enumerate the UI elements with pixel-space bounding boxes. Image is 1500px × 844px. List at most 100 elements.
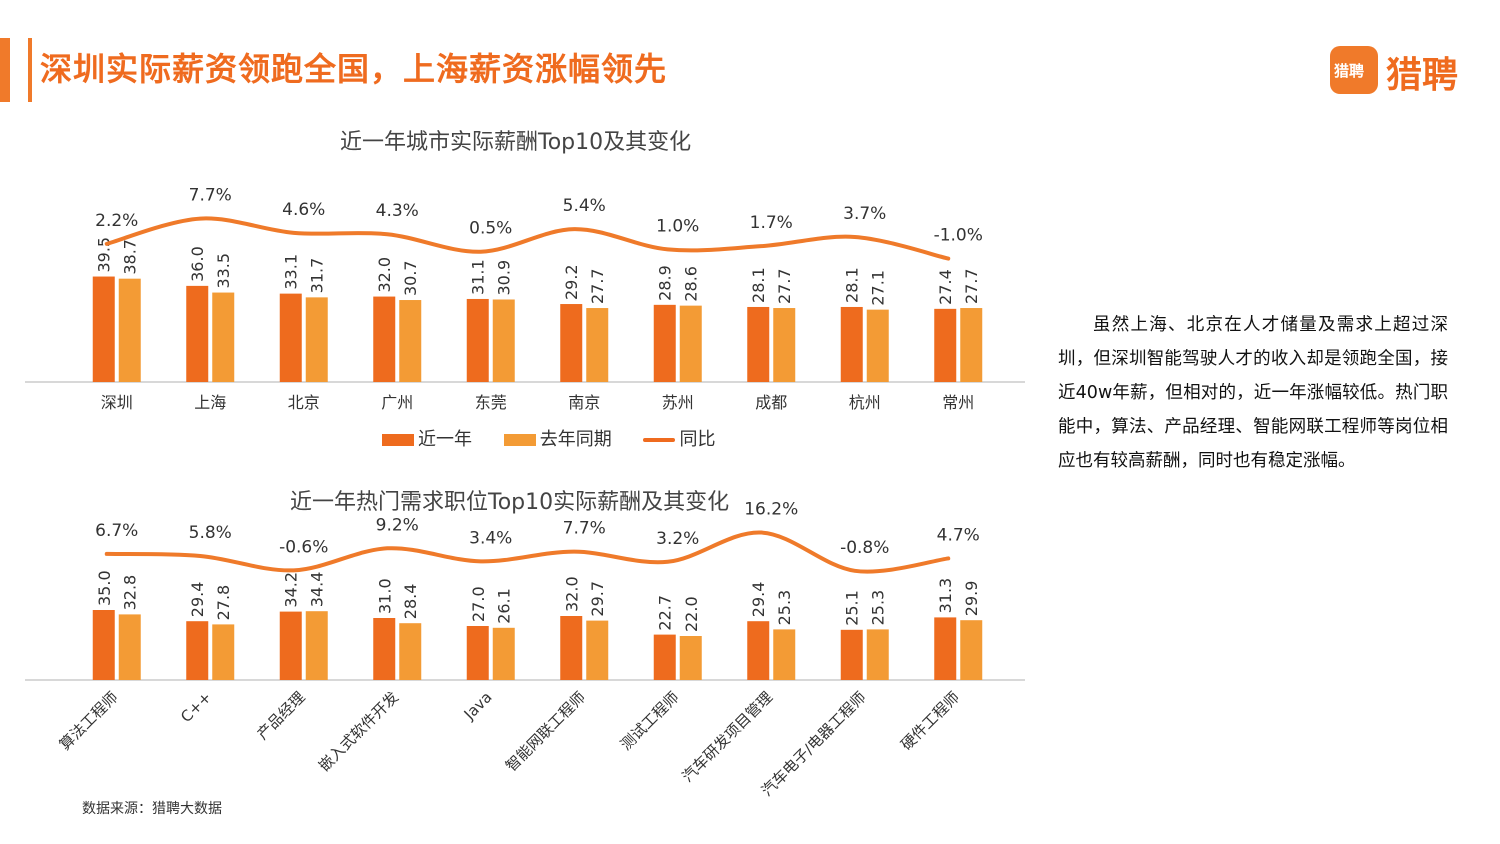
yoy-label: 7.7% bbox=[189, 186, 232, 206]
legend-swatch-previous bbox=[503, 434, 536, 446]
bar-current bbox=[653, 634, 676, 680]
bar-current bbox=[373, 296, 396, 382]
yoy-label: 16.2% bbox=[744, 500, 798, 520]
yoy-label: 5.8% bbox=[189, 523, 232, 543]
bar-current bbox=[279, 611, 302, 680]
x-tick-label: 深圳 bbox=[101, 393, 133, 412]
legend-item-previous: 去年同期 bbox=[503, 425, 612, 451]
yoy-label: 4.6% bbox=[282, 200, 325, 220]
data-label-current: 29.4 bbox=[749, 582, 768, 618]
bar-current bbox=[279, 293, 302, 382]
data-label-current: 27.0 bbox=[469, 586, 488, 622]
data-label-previous: 25.3 bbox=[775, 590, 794, 626]
data-label-previous: 27.7 bbox=[775, 268, 794, 304]
x-tick-label: 产品经理 bbox=[253, 688, 308, 743]
bar-current bbox=[747, 621, 770, 680]
legend-swatch-yoy bbox=[643, 438, 676, 442]
legend-item-current: 近一年 bbox=[382, 425, 472, 451]
yoy-label: 9.2% bbox=[376, 515, 419, 535]
data-label-previous: 25.3 bbox=[869, 590, 888, 626]
legend-swatch-current bbox=[382, 434, 414, 446]
title-accent-bar-thin bbox=[28, 38, 32, 102]
x-tick-label: 智能网联工程师 bbox=[502, 688, 589, 775]
yoy-label: 3.7% bbox=[843, 204, 886, 224]
logo-icon: 猎聘 bbox=[1330, 46, 1378, 94]
bar-previous bbox=[212, 624, 235, 680]
x-tick-label: 广州 bbox=[381, 393, 413, 412]
data-label-previous: 38.7 bbox=[121, 239, 140, 275]
bar-previous bbox=[773, 629, 796, 680]
bar-current bbox=[373, 618, 396, 680]
bar-current bbox=[466, 626, 489, 680]
x-tick-label: 北京 bbox=[288, 393, 320, 412]
bar-current bbox=[466, 298, 489, 382]
yoy-line bbox=[104, 216, 951, 261]
bar-current bbox=[934, 617, 957, 680]
bar-current bbox=[186, 285, 209, 382]
yoy-label: 4.7% bbox=[937, 525, 980, 545]
bar-previous bbox=[118, 614, 141, 680]
bar-previous bbox=[773, 308, 796, 382]
bar-previous bbox=[960, 620, 983, 680]
logo-icon-text: 猎聘 bbox=[1334, 62, 1365, 80]
x-tick-label: 嵌入式软件开发 bbox=[315, 688, 402, 775]
yoy-line bbox=[104, 530, 951, 574]
chart1-title: 近一年城市实际薪酬Top10及其变化 bbox=[340, 130, 692, 155]
data-label-current: 22.7 bbox=[656, 595, 675, 631]
bar-previous bbox=[586, 620, 609, 680]
legend-label-yoy: 同比 bbox=[679, 429, 716, 450]
data-label-previous: 33.5 bbox=[214, 253, 233, 289]
data-label-previous: 27.1 bbox=[869, 270, 888, 306]
data-label-previous: 28.4 bbox=[401, 584, 420, 620]
data-label-current: 35.0 bbox=[95, 570, 114, 606]
data-label-current: 31.1 bbox=[469, 259, 488, 295]
x-tick-label: 汽车电子/电器工程师 bbox=[758, 688, 870, 800]
legend-label-previous: 去年同期 bbox=[539, 429, 612, 450]
data-label-current: 27.4 bbox=[936, 269, 955, 305]
bar-previous bbox=[399, 623, 422, 680]
yoy-label: 7.7% bbox=[563, 519, 606, 539]
x-tick-label: 常州 bbox=[942, 393, 974, 412]
bar-previous bbox=[866, 309, 889, 382]
yoy-label: 4.3% bbox=[376, 201, 419, 221]
yoy-label: 2.2% bbox=[95, 211, 138, 231]
data-label-current: 34.2 bbox=[282, 572, 301, 608]
bar-previous bbox=[118, 278, 141, 382]
bar-current bbox=[92, 276, 115, 382]
data-label-current: 31.0 bbox=[375, 578, 394, 614]
bar-current bbox=[560, 616, 583, 680]
yoy-label: 3.2% bbox=[656, 529, 699, 549]
x-tick-label: C++ bbox=[177, 688, 215, 726]
x-tick-label: 东莞 bbox=[475, 393, 507, 412]
summary-text: 虽然上海、北京在人才储量及需求上超过深圳，但深圳智能驾驶人才的收入却是领跑全国，… bbox=[1058, 315, 1448, 471]
bar-current bbox=[186, 621, 209, 680]
yoy-label: 1.7% bbox=[750, 213, 793, 233]
x-tick-label: 成都 bbox=[755, 393, 787, 412]
data-label-current: 29.2 bbox=[562, 264, 581, 300]
x-tick-label: 杭州 bbox=[849, 393, 881, 412]
yoy-label: 6.7% bbox=[95, 521, 138, 541]
logo-text: 猎聘 bbox=[1386, 55, 1459, 96]
yoy-label: -1.0% bbox=[934, 226, 983, 246]
bar-previous bbox=[399, 300, 422, 382]
bar-previous bbox=[305, 297, 328, 382]
data-label-previous: 31.7 bbox=[308, 258, 327, 294]
bar-previous bbox=[212, 292, 235, 382]
bar-previous bbox=[679, 636, 702, 680]
x-tick-label: Java bbox=[460, 688, 496, 724]
data-label-current: 25.1 bbox=[843, 590, 862, 626]
data-label-previous: 30.7 bbox=[401, 260, 420, 296]
data-label-current: 36.0 bbox=[188, 246, 207, 282]
bar-previous bbox=[492, 627, 515, 680]
yoy-label: 1.0% bbox=[656, 216, 699, 236]
title-accent-bar bbox=[0, 38, 10, 102]
city-salary-chart: 39.5 38.7 深圳 36.0 33.5 上海 33.1 31.7 北京 32.0 30.7 广州… bbox=[25, 186, 1025, 412]
data-label-previous: 28.6 bbox=[682, 266, 701, 302]
x-tick-label: 算法工程师 bbox=[56, 688, 122, 754]
yoy-label: 0.5% bbox=[469, 219, 512, 239]
data-label-previous: 29.7 bbox=[588, 581, 607, 617]
data-label-previous: 29.9 bbox=[962, 581, 981, 617]
chart2-title: 近一年热门需求职位Top10实际薪酬及其变化 bbox=[290, 490, 730, 515]
data-source: 数据来源：猎聘大数据 bbox=[82, 801, 222, 817]
yoy-label: 3.4% bbox=[469, 528, 512, 548]
